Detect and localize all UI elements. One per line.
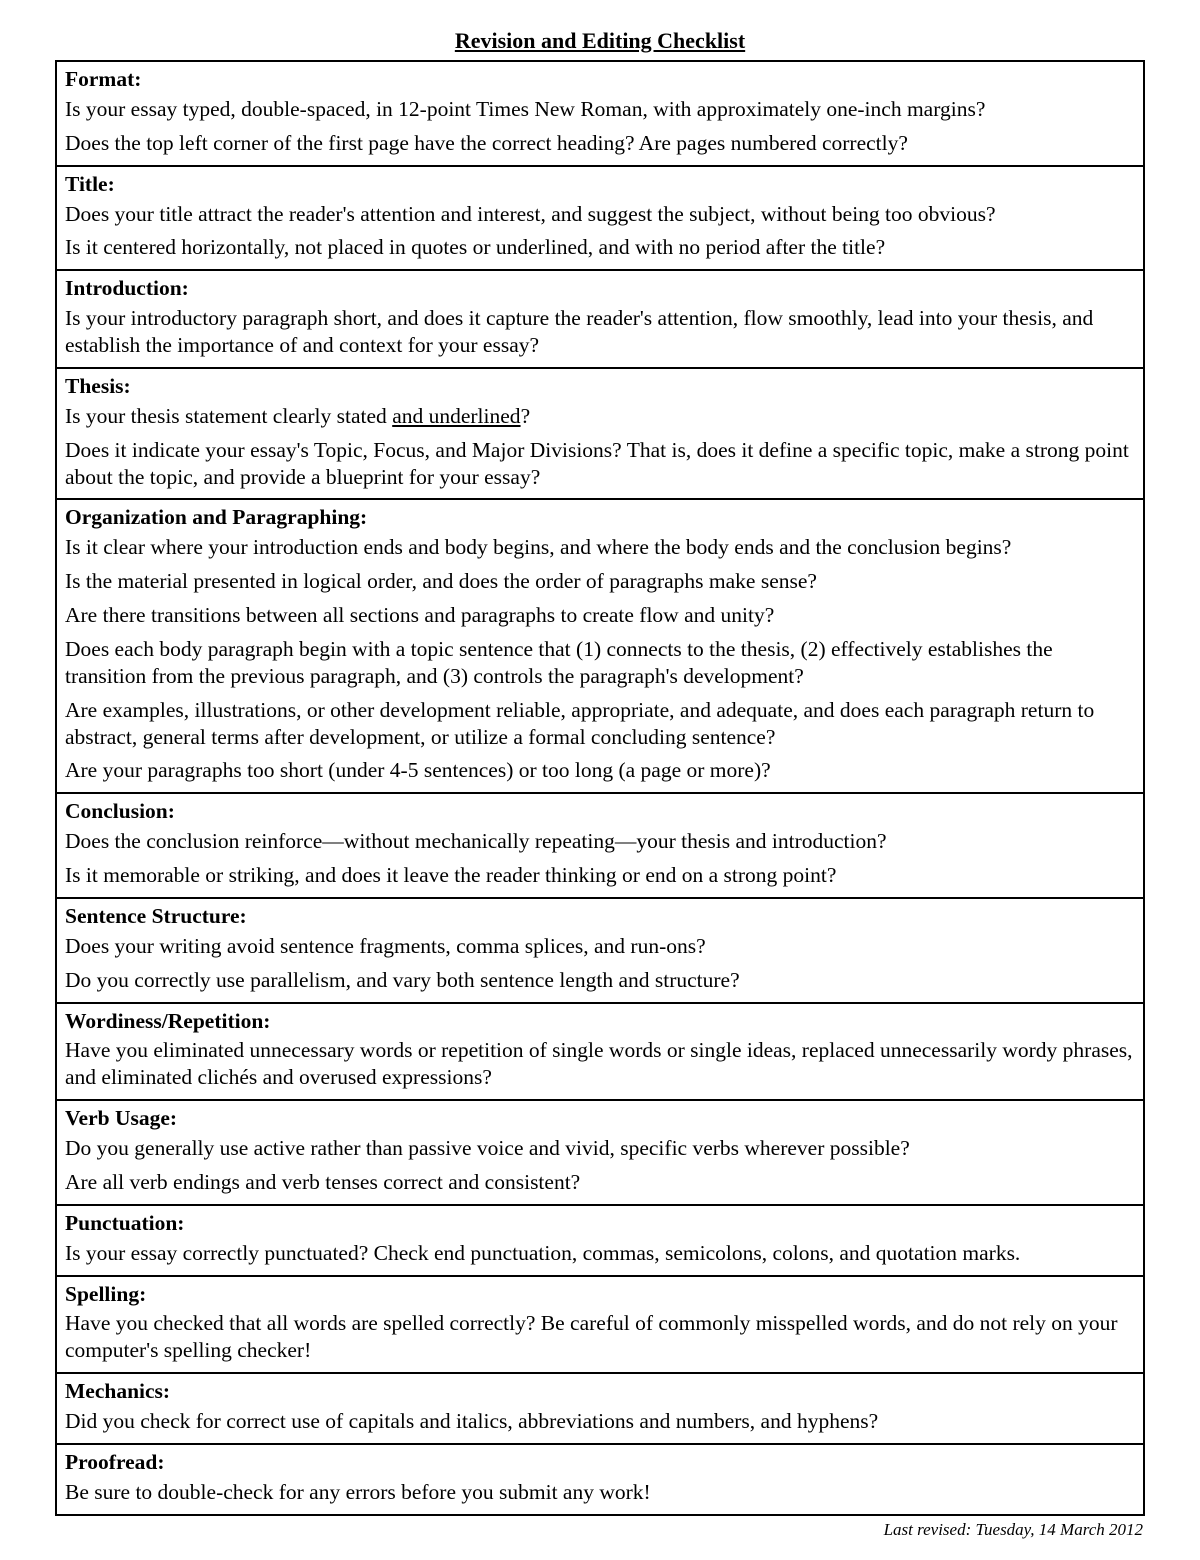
question-text: Is your introductory paragraph short, an… (65, 305, 1135, 359)
section-heading: Verb Usage: (65, 1105, 1135, 1132)
section-heading: Format: (65, 66, 1135, 93)
question-text: Is the material presented in logical ord… (65, 568, 1135, 595)
footer-last-revised: Last revised: Tuesday, 14 March 2012 (55, 1520, 1145, 1540)
question-text: Did you check for correct use of capital… (65, 1408, 1135, 1435)
section-verb-usage: Verb Usage: Do you generally use active … (57, 1101, 1143, 1206)
section-spelling: Spelling: Have you checked that all word… (57, 1277, 1143, 1375)
section-organization: Organization and Paragraphing: Is it cle… (57, 500, 1143, 794)
section-wordiness: Wordiness/Repetition: Have you eliminate… (57, 1004, 1143, 1102)
thesis-q1-part-c: ? (521, 404, 531, 428)
question-text: Does your writing avoid sentence fragmen… (65, 933, 1135, 960)
checklist-table: Format: Is your essay typed, double-spac… (55, 60, 1145, 1516)
document-page: Revision and Editing Checklist Format: I… (0, 0, 1200, 1560)
section-heading: Sentence Structure: (65, 903, 1135, 930)
question-text: Are your paragraphs too short (under 4-5… (65, 757, 1135, 784)
section-title: Title: Does your title attract the reade… (57, 167, 1143, 272)
thesis-q1-part-a: Is your thesis statement clearly stated (65, 404, 392, 428)
thesis-underlined: and underlined (392, 404, 520, 428)
section-heading: Organization and Paragraphing: (65, 504, 1135, 531)
section-mechanics: Mechanics: Did you check for correct use… (57, 1374, 1143, 1445)
section-thesis: Thesis: Is your thesis statement clearly… (57, 369, 1143, 501)
section-heading: Conclusion: (65, 798, 1135, 825)
question-text: Is your essay correctly punctuated? Chec… (65, 1240, 1135, 1267)
section-heading: Mechanics: (65, 1378, 1135, 1405)
question-text: Is it memorable or striking, and does it… (65, 862, 1135, 889)
question-text: Have you checked that all words are spel… (65, 1310, 1135, 1364)
question-text: Is it centered horizontally, not placed … (65, 234, 1135, 261)
section-heading: Proofread: (65, 1449, 1135, 1476)
question-text: Have you eliminated unnecessary words or… (65, 1037, 1135, 1091)
section-heading: Punctuation: (65, 1210, 1135, 1237)
section-heading: Thesis: (65, 373, 1135, 400)
section-heading: Introduction: (65, 275, 1135, 302)
section-heading: Wordiness/Repetition: (65, 1008, 1135, 1035)
question-text: Does the top left corner of the first pa… (65, 130, 1135, 157)
section-proofread: Proofread: Be sure to double-check for a… (57, 1445, 1143, 1516)
section-punctuation: Punctuation: Is your essay correctly pun… (57, 1206, 1143, 1277)
question-text: Is it clear where your introduction ends… (65, 534, 1135, 561)
section-format: Format: Is your essay typed, double-spac… (57, 62, 1143, 167)
question-text: Are all verb endings and verb tenses cor… (65, 1169, 1135, 1196)
question-text: Does the conclusion reinforce—without me… (65, 828, 1135, 855)
question-text: Are examples, illustrations, or other de… (65, 697, 1135, 751)
question-text: Does it indicate your essay's Topic, Foc… (65, 437, 1135, 491)
section-introduction: Introduction: Is your introductory parag… (57, 271, 1143, 369)
section-heading: Title: (65, 171, 1135, 198)
question-text: Is your essay typed, double-spaced, in 1… (65, 96, 1135, 123)
question-text: Does each body paragraph begin with a to… (65, 636, 1135, 690)
question-text: Is your thesis statement clearly stated … (65, 403, 1135, 430)
page-title: Revision and Editing Checklist (55, 28, 1145, 54)
question-text: Do you generally use active rather than … (65, 1135, 1135, 1162)
question-text: Be sure to double-check for any errors b… (65, 1479, 1135, 1506)
question-text: Do you correctly use parallelism, and va… (65, 967, 1135, 994)
section-heading: Spelling: (65, 1281, 1135, 1308)
section-sentence-structure: Sentence Structure: Does your writing av… (57, 899, 1143, 1004)
question-text: Does your title attract the reader's att… (65, 201, 1135, 228)
question-text: Are there transitions between all sectio… (65, 602, 1135, 629)
section-conclusion: Conclusion: Does the conclusion reinforc… (57, 794, 1143, 899)
